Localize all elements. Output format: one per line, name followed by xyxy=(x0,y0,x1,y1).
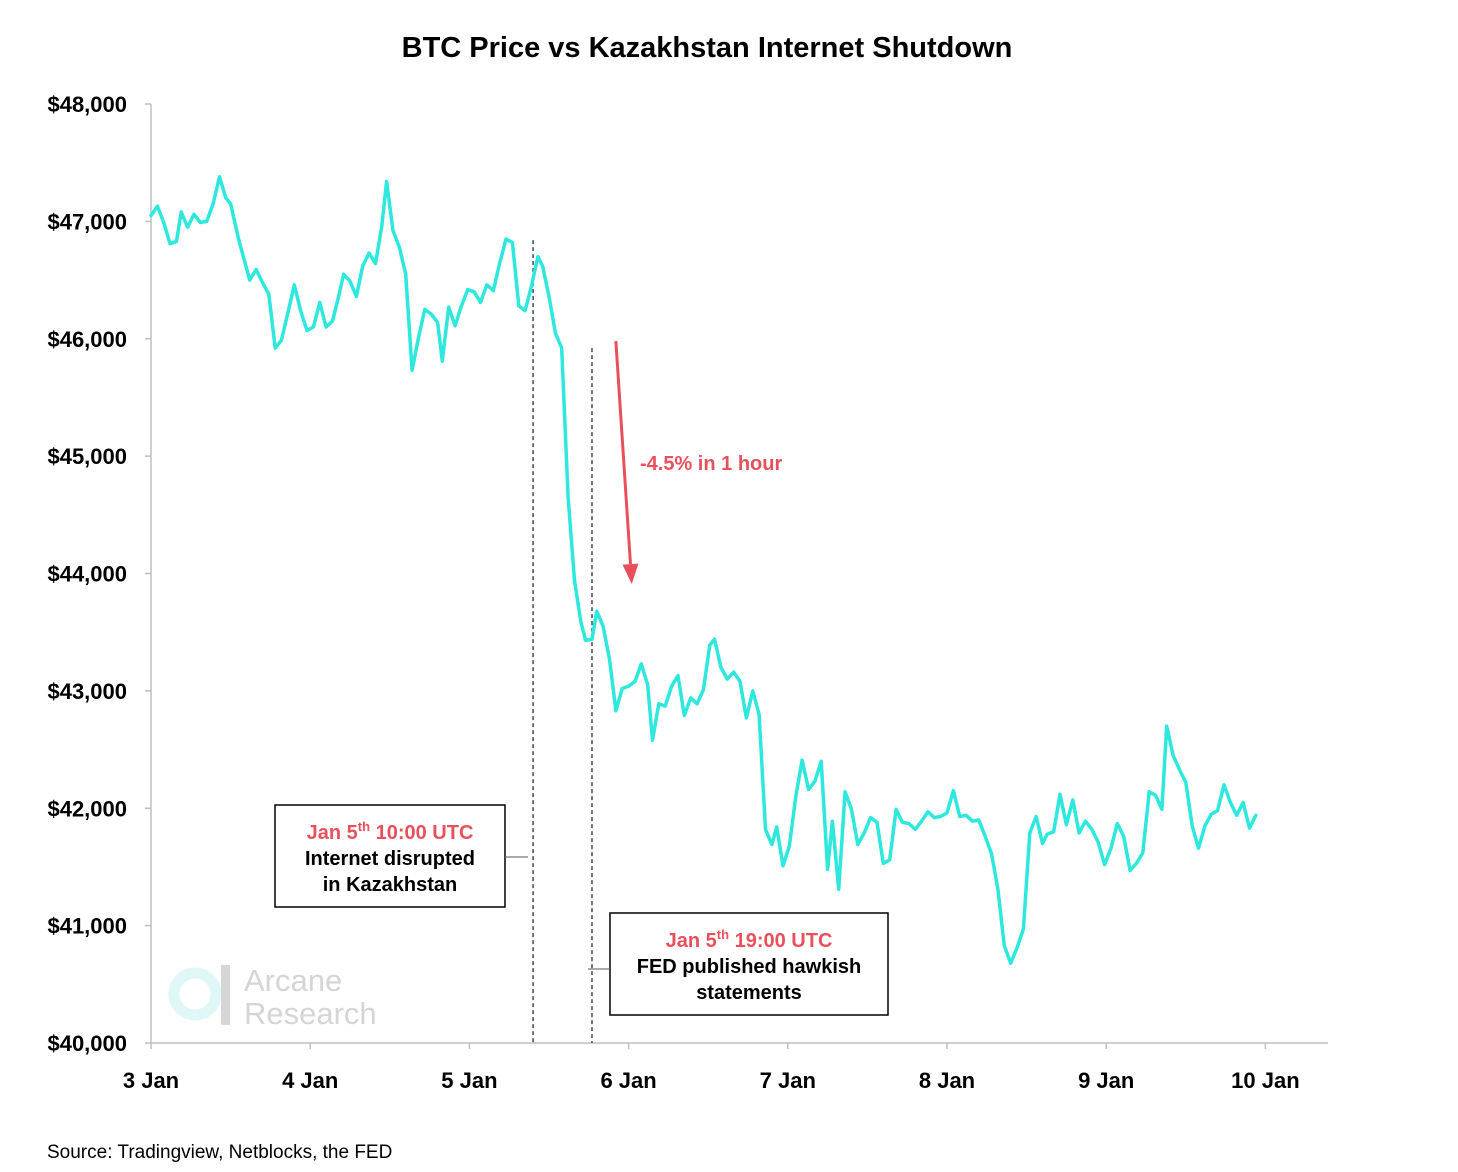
annotation-box-fed: Jan 5th 19:00 UTC FED published hawkish … xyxy=(588,912,889,1016)
y-axis-ticks: $48,000 $47,000 $46,000 $45,000 $44,000 $43,0… xyxy=(47,92,151,1056)
annotation-box-internet: Jan 5th 10:00 UTC Internet disrupted in … xyxy=(274,804,528,908)
box1-time: 10:00 UTC xyxy=(370,822,473,844)
source-note: Source: Tradingview, Netblocks, the FED xyxy=(47,1142,392,1163)
drop-arrow-head xyxy=(622,563,639,585)
x-tick-label: 3 Jan xyxy=(123,1068,179,1093)
x-tick-label: 6 Jan xyxy=(600,1068,656,1093)
x-tick-label: 10 Jan xyxy=(1231,1068,1300,1093)
y-tick-label: $42,000 xyxy=(47,796,127,821)
box2-sup: th xyxy=(717,927,729,942)
y-tick-label: $40,000 xyxy=(47,1031,127,1056)
box1-line2: in Kazakhstan xyxy=(323,874,457,896)
box2-line2: statements xyxy=(696,982,802,1004)
axes xyxy=(150,104,1328,1044)
series-group xyxy=(149,175,1258,965)
box2-date: Jan 5 xyxy=(666,930,717,952)
watermark-logo-icon xyxy=(168,965,230,1025)
box1-line1: Internet disrupted xyxy=(305,848,475,870)
box2-time: 19:00 UTC xyxy=(729,930,832,952)
watermark-line1: Arcane xyxy=(244,963,342,998)
annotation-box-fed-time: Jan 5th 19:00 UTC xyxy=(666,927,833,952)
event-lines xyxy=(532,240,593,1043)
x-tick-label: 8 Jan xyxy=(919,1068,975,1093)
drop-arrow-shaft xyxy=(614,340,632,565)
annotation-box-internet-frame xyxy=(274,804,506,908)
watermark-line2: Research xyxy=(244,996,377,1031)
x-axis-ticks: 3 Jan 4 Jan 5 Jan 6 Jan 7 Jan 8 Jan 9 Jan 10 Ja… xyxy=(123,1043,1300,1093)
chart-title: BTC Price vs Kazakhstan Internet Shutdow… xyxy=(402,32,1013,64)
arcane-research-watermark: Arcane Research xyxy=(168,963,377,1031)
box2-line1: FED published hawkish xyxy=(637,956,861,978)
annotation-box-internet-time: Jan 5th 10:00 UTC xyxy=(307,819,474,844)
y-tick-label: $48,000 xyxy=(47,92,127,117)
x-tick-label: 5 Jan xyxy=(441,1068,497,1093)
box1-date: Jan 5 xyxy=(307,822,358,844)
drop-arrow xyxy=(614,340,639,585)
y-tick-label: $46,000 xyxy=(47,327,127,352)
y-tick-label: $43,000 xyxy=(47,679,127,704)
y-tick-label: $45,000 xyxy=(47,444,127,469)
y-tick-label: $44,000 xyxy=(47,562,127,587)
btc-price-line xyxy=(149,175,1258,965)
y-tick-label: $41,000 xyxy=(47,914,127,939)
y-tick-label: $47,000 xyxy=(47,209,127,234)
box1-sup: th xyxy=(358,819,370,834)
annotation-box-fed-frame xyxy=(609,912,889,1016)
x-tick-label: 9 Jan xyxy=(1078,1068,1134,1093)
x-tick-label: 4 Jan xyxy=(282,1068,338,1093)
drop-label: -4.5% in 1 hour xyxy=(640,453,782,475)
x-tick-label: 7 Jan xyxy=(760,1068,816,1093)
